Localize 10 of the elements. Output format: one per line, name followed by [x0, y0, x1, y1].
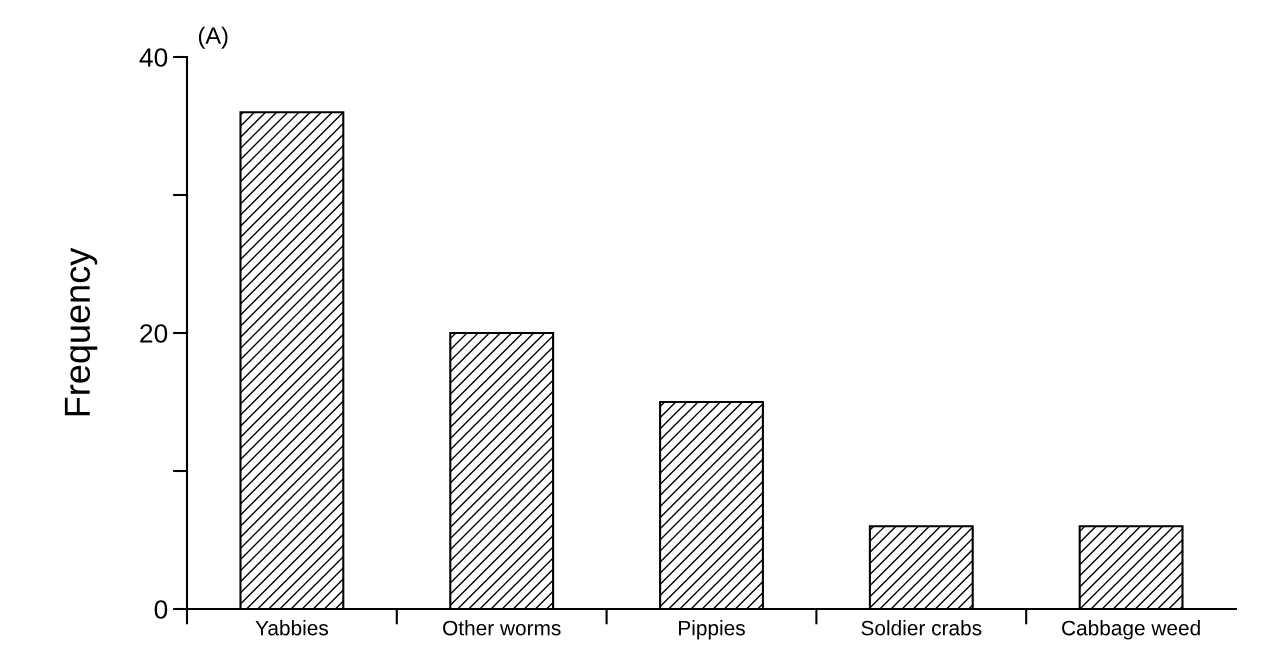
y-axis-title: Frequency: [64, 247, 98, 416]
x-tick-label: Pippies: [679, 620, 745, 640]
x-tick-label: Cabbage weed: [1062, 620, 1200, 640]
x-tick-label: Other worms: [443, 620, 561, 636]
y-tick-label: 20: [140, 324, 168, 343]
x-tick-label: Soldier crabs: [861, 620, 982, 636]
y-tick-label: 0: [154, 600, 168, 619]
x-tick-label: Yabbies: [255, 620, 329, 636]
y-tick-label: 40: [139, 48, 168, 67]
chart-title: (A): [198, 26, 228, 49]
